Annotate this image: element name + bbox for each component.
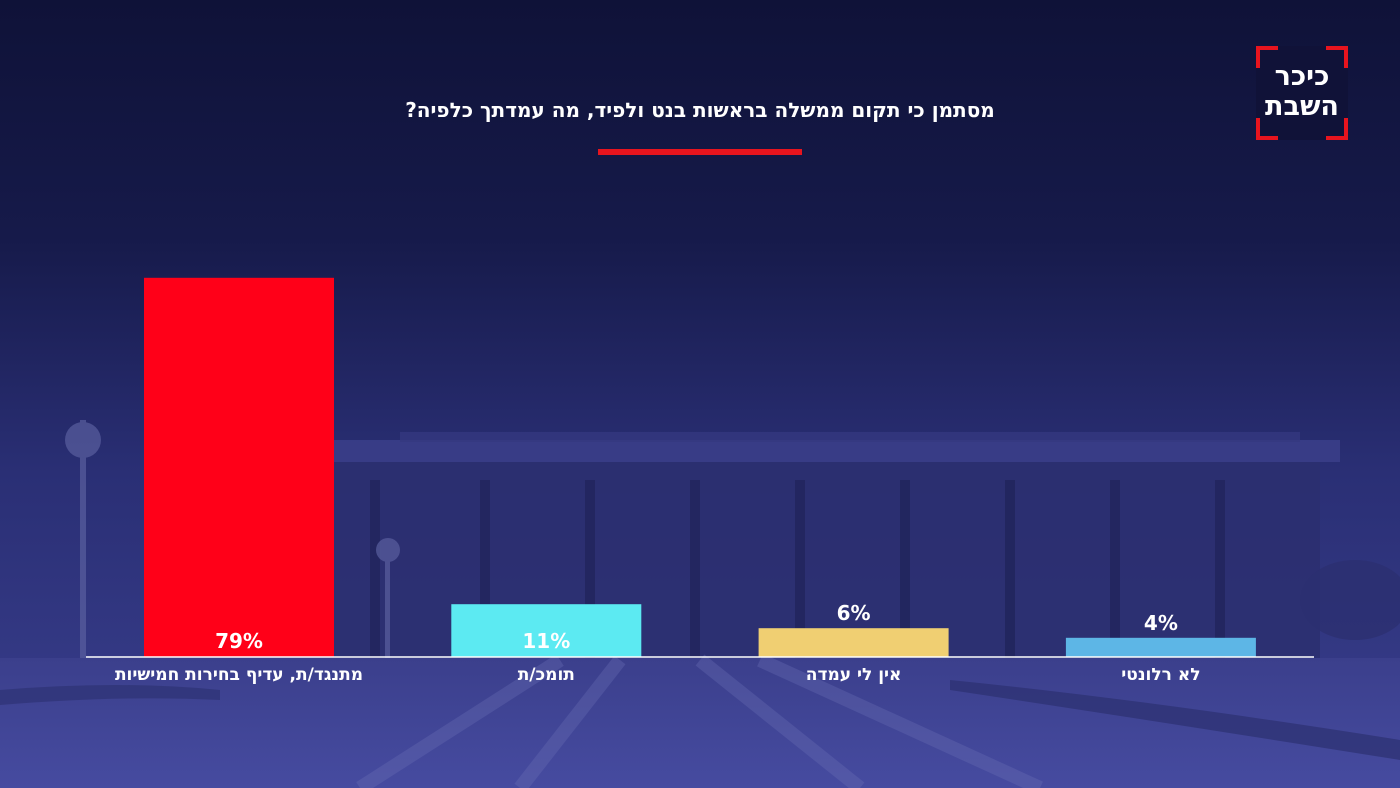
bar-1	[144, 277, 334, 657]
bar-2	[451, 604, 642, 657]
category-label-2: תומכ/ת	[518, 665, 575, 685]
bar-value-label-3: 6%	[837, 601, 871, 625]
logo-line-1: כיכר	[1274, 61, 1330, 92]
bar-value-label-2: 11%	[522, 629, 570, 653]
brand-logo: כיכר השבת	[1256, 46, 1348, 140]
bar-value-label-4: 4%	[1144, 611, 1178, 635]
logo-line-2: השבת	[1265, 91, 1339, 122]
category-label-4: לא רלונטי	[1121, 665, 1200, 685]
category-label-3: אין לי עמדה	[806, 665, 902, 685]
title-underline	[598, 149, 802, 155]
chart-title: מסתמן כי תקום ממשלה בראשות בנט ולפיד, מה…	[405, 98, 995, 122]
logo-frame	[1256, 46, 1348, 140]
bar-value-label-1: 79%	[215, 629, 263, 653]
bar-3	[758, 628, 949, 657]
category-label-1: מתנגד/ת, עדיף בחירות חמישיות	[115, 665, 363, 685]
bar-4	[1065, 637, 1256, 657]
